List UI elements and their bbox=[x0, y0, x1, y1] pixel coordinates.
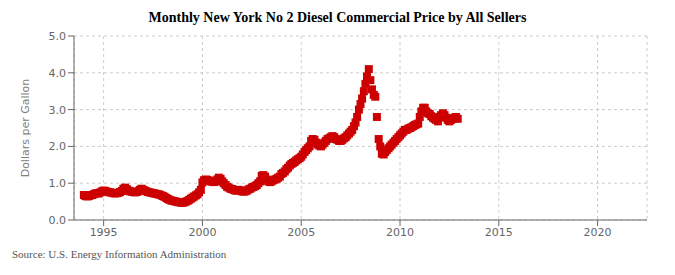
svg-text:1995: 1995 bbox=[90, 226, 118, 239]
svg-text:2020: 2020 bbox=[584, 226, 612, 239]
svg-text:2010: 2010 bbox=[386, 226, 414, 239]
svg-text:4.0: 4.0 bbox=[49, 67, 67, 80]
html-text:Source: U.S. Energy Informatio: Source: U.S. Energy Information Administ… bbox=[12, 248, 227, 260]
html-text:Monthly New York No 2 Diesel C: Monthly New York No 2 Diesel Commercial … bbox=[148, 10, 527, 25]
svg-text:2000: 2000 bbox=[188, 226, 216, 239]
svg-text:3.0: 3.0 bbox=[49, 104, 67, 117]
svg-text:5.0: 5.0 bbox=[49, 30, 67, 43]
svg-text:Dollars per Gallon: Dollars per Gallon bbox=[19, 79, 32, 178]
svg-text:2015: 2015 bbox=[485, 226, 513, 239]
svg-text:2005: 2005 bbox=[287, 226, 315, 239]
svg-text:0.0: 0.0 bbox=[49, 214, 67, 227]
svg-text:2.0: 2.0 bbox=[49, 140, 67, 153]
svg-text:1.0: 1.0 bbox=[49, 177, 67, 190]
